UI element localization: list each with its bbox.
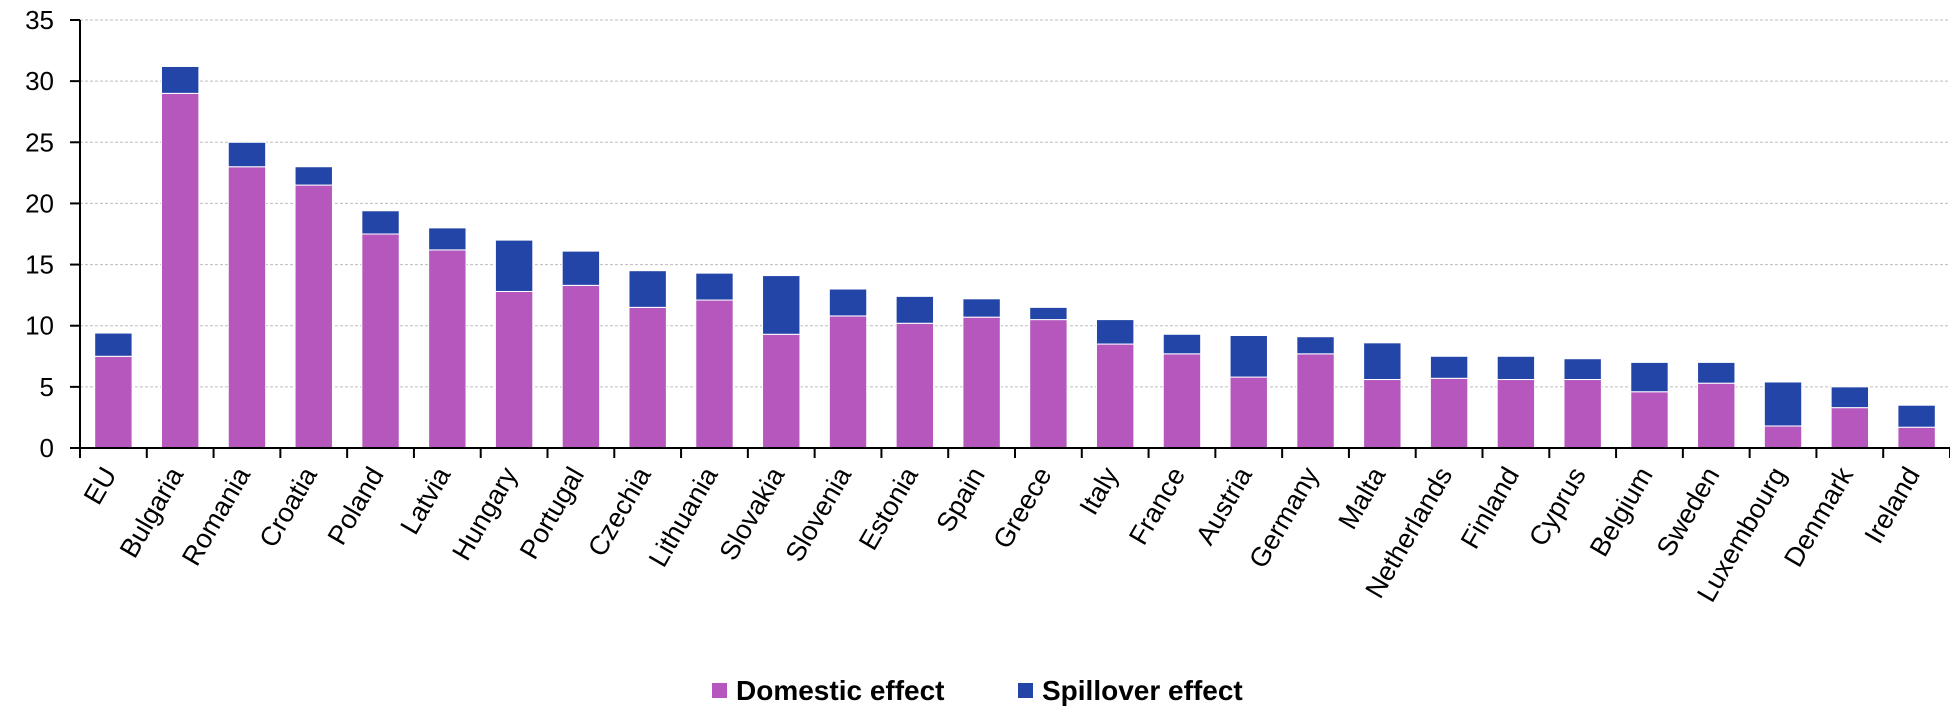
bar-domestic-finland [1496, 379, 1536, 449]
y-tick-label: 5 [40, 372, 54, 402]
bar-spillover-spain [962, 298, 1001, 318]
bar-spillover-latvia [428, 227, 467, 251]
bar-spillover-belgium [1630, 361, 1669, 393]
bar-spillover-croatia [294, 166, 333, 186]
y-tick-label: 25 [25, 127, 54, 157]
bar-domestic-cyprus [1563, 379, 1602, 449]
x-tick-label: Sweden [1651, 462, 1726, 562]
bar-spillover-germany [1296, 336, 1335, 355]
bar-spillover-estonia [895, 295, 935, 324]
bar-domestic-ireland [1897, 426, 1936, 449]
x-tick-label: Latvia [395, 461, 457, 539]
bar-spillover-netherlands [1429, 355, 1469, 379]
bar-spillover-finland [1496, 355, 1536, 381]
x-tick-label: Slovakia [713, 461, 790, 565]
y-tick-label: 35 [25, 5, 54, 35]
legend: Domestic effect Spillover effect [712, 675, 1243, 706]
bar-domestic-slovenia [828, 315, 868, 449]
bar-spillover-romania [227, 141, 267, 168]
bar-domestic-czechia [628, 306, 667, 449]
bar-spillover-slovenia [828, 288, 868, 317]
bar-spillover-greece [1029, 306, 1068, 321]
bar-domestic-sweden [1697, 382, 1736, 449]
x-tick-label: Poland [322, 462, 390, 550]
bar-spillover-lithuania [695, 272, 734, 301]
bar-domestic-poland [361, 233, 400, 449]
bar-domestic-slovakia [762, 333, 801, 449]
bar-domestic-hungary [494, 290, 534, 449]
bar-domestic-netherlands [1429, 377, 1469, 449]
x-tick-label: Spain [930, 462, 991, 537]
bar-spillover-malta [1363, 342, 1402, 381]
bar-domestic-italy [1095, 343, 1135, 449]
gridlines [80, 19, 1950, 388]
x-tick-label: Ireland [1859, 462, 1926, 549]
x-tick-label: Czechia [582, 461, 657, 561]
bars [94, 65, 1936, 449]
y-tick-label: 0 [40, 433, 54, 463]
bar-domestic-bulgaria [160, 92, 200, 449]
y-tick-labels: 0 5 10 15 20 25 30 35 [25, 5, 54, 463]
bar-spillover-eu [94, 332, 133, 357]
x-tick-label: Greece [987, 462, 1057, 554]
x-tick-label: Croatia [253, 461, 323, 552]
x-tick-label: Italy [1074, 462, 1125, 520]
x-tick-label: Cyprus [1523, 462, 1592, 551]
bar-spillover-austria [1229, 334, 1268, 378]
legend-label-domestic: Domestic effect [736, 675, 945, 706]
bar-domestic-germany [1296, 353, 1335, 449]
axes [70, 19, 1950, 458]
bar-spillover-hungary [494, 239, 534, 292]
y-tick-label: 30 [25, 66, 54, 96]
bar-domestic-estonia [895, 322, 935, 449]
bar-spillover-sweden [1697, 361, 1736, 384]
x-tick-label: Belgium [1584, 462, 1659, 561]
bar-spillover-luxembourg [1763, 381, 1803, 427]
bar-domestic-belgium [1630, 391, 1669, 449]
x-tick-label: Hungary [446, 462, 523, 566]
bar-domestic-romania [227, 166, 267, 449]
bar-domestic-lithuania [695, 299, 734, 449]
y-tick-label: 15 [25, 250, 54, 280]
bar-domestic-spain [962, 316, 1001, 449]
bar-spillover-france [1162, 333, 1202, 355]
bar-domestic-portugal [561, 284, 601, 449]
bar-domestic-eu [94, 355, 133, 449]
bar-spillover-ireland [1897, 404, 1936, 428]
x-tick-label: France [1123, 462, 1191, 550]
bar-spillover-denmark [1830, 386, 1870, 409]
x-tick-label: Slovenia [779, 461, 857, 567]
bar-spillover-portugal [561, 250, 601, 286]
legend-label-spillover: Spillover effect [1042, 675, 1243, 706]
bar-domestic-croatia [294, 184, 333, 449]
bar-spillover-cyprus [1563, 358, 1602, 381]
x-tick-label: Austria [1190, 461, 1258, 550]
y-tick-label: 20 [25, 188, 54, 218]
x-tick-label: EU [78, 462, 123, 509]
bar-spillover-poland [361, 210, 400, 235]
bar-domestic-denmark [1830, 407, 1870, 449]
bar-domestic-austria [1229, 376, 1268, 449]
bar-spillover-italy [1095, 319, 1135, 345]
bar-domestic-latvia [428, 249, 467, 449]
bar-domestic-greece [1029, 319, 1068, 449]
bar-domestic-malta [1363, 379, 1402, 449]
legend-swatch-domestic [712, 683, 727, 698]
y-tick-label: 10 [25, 311, 54, 341]
x-tick-label: Finland [1455, 462, 1525, 554]
bar-spillover-bulgaria [160, 65, 200, 94]
bar-spillover-czechia [628, 270, 667, 308]
legend-swatch-spillover [1018, 683, 1033, 698]
x-tick-label: Estonia [853, 461, 925, 555]
x-tick-label: Bulgaria [114, 461, 190, 563]
bar-domestic-luxembourg [1763, 425, 1803, 449]
bar-domestic-france [1162, 353, 1202, 449]
x-tick-label: Portugal [514, 462, 590, 564]
bar-spillover-slovakia [762, 275, 801, 335]
x-tick-label: Malta [1333, 461, 1392, 534]
